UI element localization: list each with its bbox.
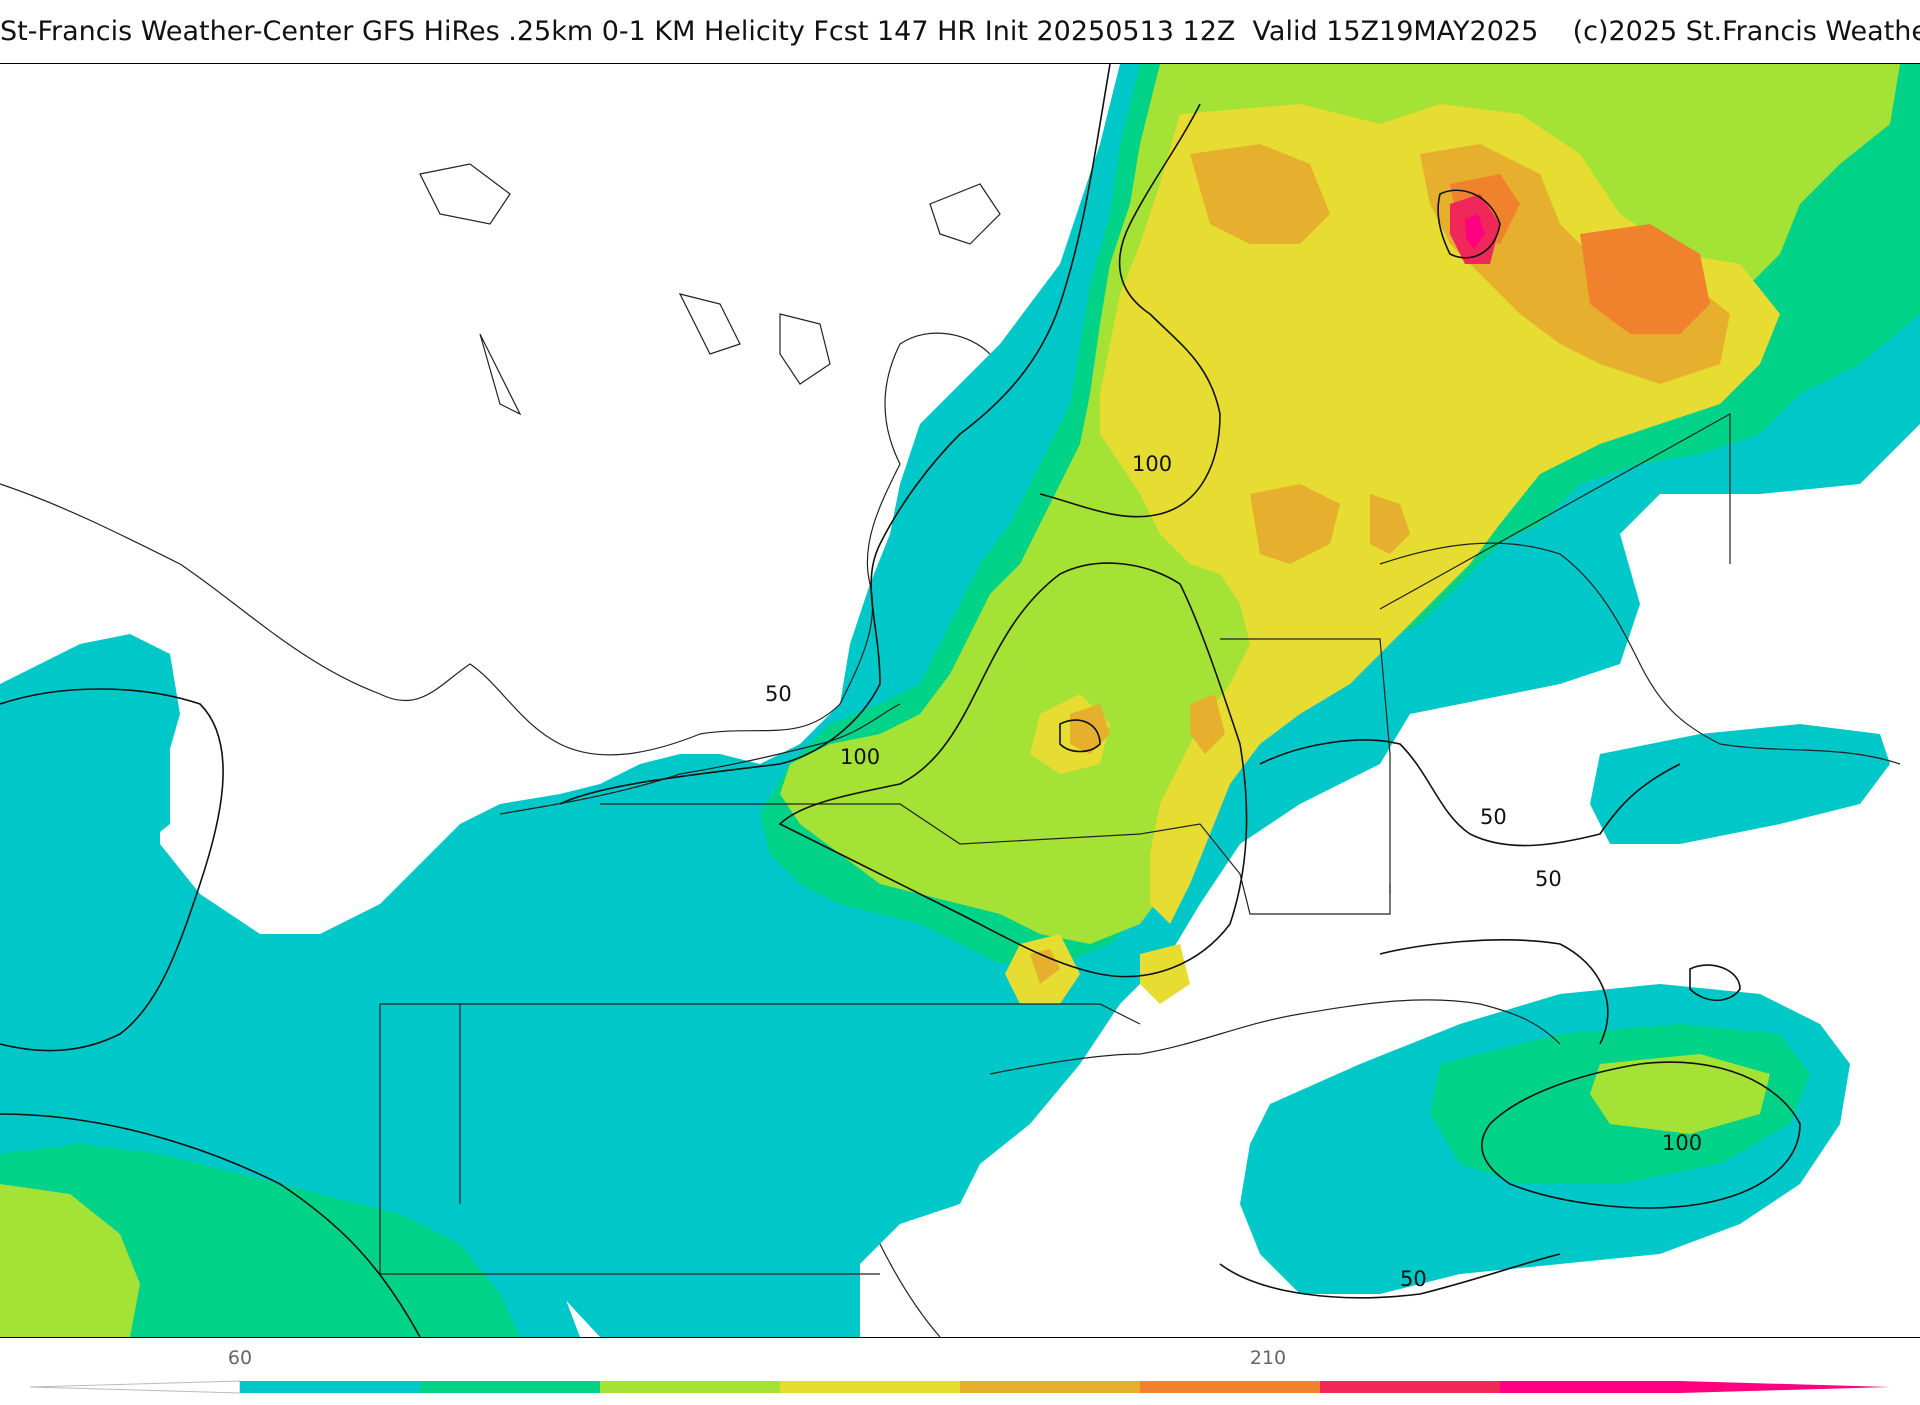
colorbar-segment	[1320, 1381, 1501, 1393]
helicity-map: 100 50 100 50 50 100 50	[0, 64, 1920, 1337]
contour-50-southwest	[0, 1113, 421, 1337]
contour-50-east	[1259, 739, 1681, 847]
contour-label-50-west: 50	[765, 682, 792, 706]
map-title: St-Francis Weather-Center GFS HiRes .25k…	[0, 16, 1920, 47]
coastline-labrador	[1379, 542, 1901, 765]
magenta-region-core	[1465, 214, 1485, 249]
colorbar-segment	[240, 1381, 421, 1393]
contour-label-50-south: 50	[1400, 1267, 1427, 1291]
header: St-Francis Weather-Center GFS HiRes .25k…	[0, 0, 1920, 62]
contour-100-central	[778, 562, 1248, 978]
border-canada-us	[600, 803, 1391, 915]
colorbar-segment	[420, 1381, 601, 1393]
contour-100-north	[1039, 103, 1221, 518]
coastline-southeast	[879, 1243, 941, 1337]
lime-region-ocean	[1590, 1054, 1770, 1134]
orange-region-c	[1250, 484, 1340, 564]
colorbar-tick-210: 210	[1250, 1347, 1286, 1369]
contour-loop-2	[1437, 189, 1501, 259]
colorbar-segment	[960, 1381, 1141, 1393]
contour-50-sea	[1379, 939, 1609, 1045]
orange-region-c2	[1370, 494, 1410, 554]
fill-layer-magenta	[1465, 214, 1485, 249]
island-5	[929, 183, 1001, 245]
contour-label-100-north: 100	[1132, 452, 1172, 476]
contour-lines	[0, 64, 1801, 1337]
yellow-region-w3	[1140, 944, 1190, 1004]
colorbar-segment	[600, 1381, 781, 1393]
contour-loop-3	[1689, 964, 1741, 1001]
colorbar-segment	[1500, 1381, 1681, 1393]
cyan-region-ne	[1590, 724, 1890, 844]
contour-label-100-central: 100	[840, 745, 880, 769]
colorbar-segments	[240, 1381, 1681, 1393]
contour-label-50-sea: 50	[1535, 867, 1562, 891]
colorbar-tick-60: 60	[228, 1347, 252, 1369]
cyan-region-w	[10, 694, 170, 864]
colorbar: 60 210	[0, 1338, 1920, 1400]
contour-50-west	[0, 688, 224, 1052]
border-states-4	[1220, 638, 1391, 894]
border-states-1	[380, 1003, 1141, 1025]
colorbar-right-arrow	[1680, 1381, 1890, 1393]
island-3	[678, 293, 741, 355]
colorbar-segment	[1140, 1381, 1321, 1393]
darkorange-region-ne	[1580, 224, 1710, 334]
contour-label-50-east: 50	[1480, 805, 1507, 829]
contour-loop-1	[1059, 719, 1101, 753]
coastline-hudson-bay	[0, 332, 991, 756]
orange-region-w2	[1190, 694, 1225, 754]
colorbar-segment	[780, 1381, 961, 1393]
island-1	[419, 163, 511, 225]
colorbar-svg: 60 210	[29, 1347, 1890, 1394]
contour-label-layer: 100 50 100 50 50 100 50	[765, 452, 1702, 1291]
orange-region-n	[1190, 144, 1330, 244]
lime-region-sw	[0, 1184, 140, 1337]
orange-region-w3	[1030, 949, 1060, 984]
island-2	[479, 333, 522, 416]
island-4	[779, 313, 831, 385]
border-states-5	[1379, 412, 1731, 610]
coastline-east	[989, 999, 1561, 1075]
contour-50-south	[1219, 1253, 1561, 1299]
colorbar-left-arrow	[29, 1380, 241, 1394]
contour-label-100-ocean: 100	[1662, 1131, 1702, 1155]
contour-50-north	[559, 64, 1111, 805]
contour-100-ocean	[1481, 1061, 1801, 1209]
map-panel: 100 50 100 50 50 100 50	[0, 63, 1920, 1338]
coastline-lakes	[499, 703, 901, 815]
